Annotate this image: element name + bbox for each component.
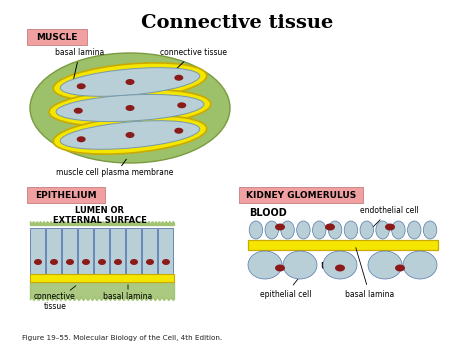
Ellipse shape (368, 251, 402, 279)
Ellipse shape (423, 221, 437, 239)
Bar (158, 228, 173, 274)
Text: Connective tissue: Connective tissue (141, 14, 333, 32)
Ellipse shape (130, 259, 138, 265)
Text: basal lamina: basal lamina (345, 248, 394, 299)
Bar (94, 228, 109, 274)
Bar (63, 228, 78, 274)
Ellipse shape (53, 63, 207, 101)
Ellipse shape (275, 224, 285, 230)
Ellipse shape (114, 259, 122, 265)
Ellipse shape (66, 259, 74, 265)
Text: muscle cell plasma membrane: muscle cell plasma membrane (56, 168, 173, 177)
Text: Figure 19–55. Molecular Biology of the Cell, 4th Edition.: Figure 19–55. Molecular Biology of the C… (22, 335, 222, 341)
FancyBboxPatch shape (27, 187, 105, 203)
Bar (30, 228, 46, 274)
Ellipse shape (408, 221, 421, 239)
Text: URINE: URINE (320, 262, 349, 271)
Ellipse shape (50, 259, 58, 265)
Ellipse shape (344, 221, 358, 239)
Bar (79, 228, 93, 274)
Ellipse shape (297, 221, 310, 239)
Text: LUMEN OR
EXTERNAL SURFACE: LUMEN OR EXTERNAL SURFACE (53, 206, 147, 225)
Ellipse shape (174, 75, 183, 81)
Ellipse shape (328, 221, 342, 239)
Ellipse shape (60, 68, 200, 96)
Ellipse shape (323, 251, 357, 279)
Text: KIDNEY GLOMERULUS: KIDNEY GLOMERULUS (246, 191, 356, 200)
Ellipse shape (126, 105, 135, 111)
Ellipse shape (34, 259, 42, 265)
Ellipse shape (281, 221, 294, 239)
Bar (110, 228, 126, 274)
Bar (143, 228, 157, 274)
Ellipse shape (53, 116, 207, 154)
Ellipse shape (249, 221, 263, 239)
Ellipse shape (30, 53, 230, 163)
Ellipse shape (177, 102, 186, 108)
Ellipse shape (98, 259, 106, 265)
Ellipse shape (275, 264, 285, 272)
Text: basal lamina: basal lamina (103, 292, 153, 301)
Ellipse shape (60, 121, 200, 149)
Bar (30, 274, 174, 282)
FancyBboxPatch shape (239, 187, 363, 203)
FancyBboxPatch shape (27, 29, 87, 45)
Ellipse shape (360, 221, 374, 239)
Ellipse shape (49, 89, 211, 126)
Ellipse shape (403, 251, 437, 279)
Text: BLOOD: BLOOD (249, 208, 287, 218)
Ellipse shape (126, 132, 135, 138)
Ellipse shape (335, 264, 345, 272)
Ellipse shape (395, 264, 405, 272)
Ellipse shape (77, 136, 86, 142)
Ellipse shape (174, 128, 183, 134)
Ellipse shape (82, 259, 90, 265)
Bar (248, 240, 438, 250)
Ellipse shape (56, 94, 204, 121)
Text: connective tissue: connective tissue (160, 48, 227, 73)
Ellipse shape (146, 259, 154, 265)
Ellipse shape (77, 83, 86, 89)
Text: EPITHELIUM: EPITHELIUM (35, 191, 97, 200)
Text: connective
tissue: connective tissue (34, 292, 76, 311)
Ellipse shape (74, 108, 83, 114)
Ellipse shape (325, 224, 335, 230)
Ellipse shape (392, 221, 405, 239)
Ellipse shape (265, 221, 279, 239)
Ellipse shape (248, 251, 282, 279)
Ellipse shape (162, 259, 170, 265)
Ellipse shape (385, 224, 395, 230)
Bar (46, 228, 62, 274)
Text: MUSCLE: MUSCLE (36, 33, 78, 42)
Ellipse shape (126, 79, 135, 85)
Ellipse shape (312, 221, 326, 239)
Bar (127, 228, 142, 274)
Text: epithelial cell: epithelial cell (260, 272, 311, 299)
Text: basal lamina: basal lamina (55, 48, 104, 83)
Text: endothelial cell: endothelial cell (360, 206, 419, 228)
Ellipse shape (283, 251, 317, 279)
Ellipse shape (376, 221, 389, 239)
